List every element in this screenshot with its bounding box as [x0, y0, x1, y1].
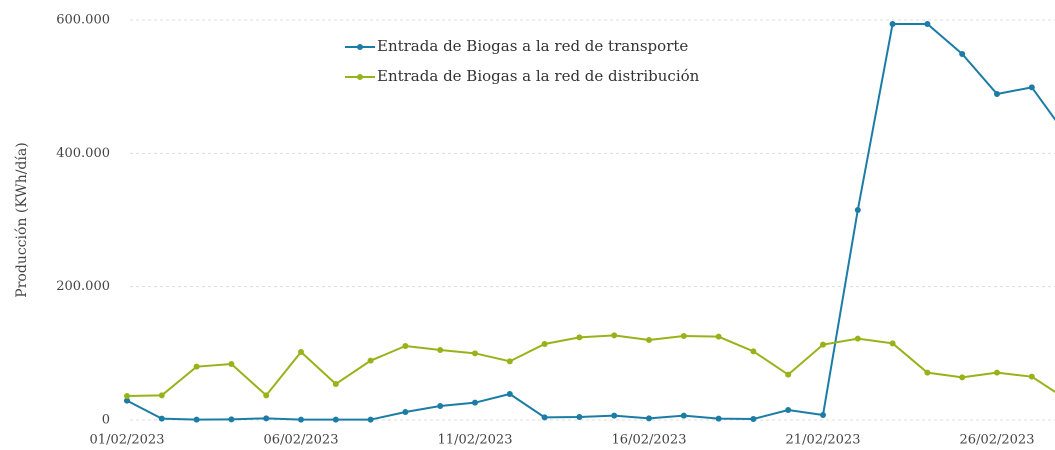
data-point	[994, 91, 1000, 97]
data-point	[506, 358, 513, 365]
data-point	[994, 369, 1000, 376]
data-point	[193, 416, 200, 423]
x-tick-label: 11/02/2023	[438, 433, 513, 448]
data-point	[402, 343, 409, 349]
y-tick-label: 400.000	[56, 146, 110, 161]
data-point	[124, 397, 130, 404]
legend-marker	[357, 74, 363, 80]
x-tick-label: 06/02/2023	[264, 433, 339, 448]
data-point	[646, 415, 652, 422]
legend-label: Entrada de Biogas a la red de distribuci…	[377, 67, 700, 85]
data-point	[193, 363, 200, 370]
data-point	[924, 21, 931, 27]
data-point	[646, 337, 652, 343]
data-point	[820, 341, 826, 348]
y-tick-label: 0	[102, 413, 110, 428]
data-point	[263, 392, 270, 399]
data-point	[1028, 84, 1035, 91]
data-point	[854, 335, 861, 342]
data-point	[924, 369, 931, 376]
data-point	[611, 332, 618, 339]
data-point	[541, 414, 548, 421]
x-tick-label: 26/02/2023	[960, 433, 1035, 448]
data-point	[124, 393, 130, 399]
data-point	[959, 374, 966, 381]
data-point	[437, 403, 444, 409]
data-point	[472, 399, 478, 406]
data-point	[228, 361, 235, 367]
data-point	[750, 416, 757, 422]
y-tick-label: 600.000	[56, 13, 110, 28]
data-point	[576, 334, 583, 341]
data-point	[680, 412, 687, 419]
data-point	[158, 392, 165, 399]
y-axis-label: Producción (KWh/día)	[14, 142, 30, 297]
data-point	[750, 348, 757, 355]
legend-marker	[357, 44, 363, 50]
data-point	[437, 347, 444, 353]
data-point	[854, 207, 861, 213]
data-point	[298, 416, 304, 423]
data-point	[367, 416, 374, 423]
data-point	[820, 412, 826, 418]
x-tick-label: 16/02/2023	[612, 433, 687, 448]
legend-label: Entrada de Biogas a la red de transporte	[377, 37, 688, 55]
data-point	[332, 416, 339, 423]
data-point	[611, 412, 618, 419]
y-tick-label: 200.000	[56, 279, 110, 294]
data-point	[715, 333, 722, 340]
data-point	[158, 415, 165, 422]
data-point	[1028, 373, 1035, 380]
series-line	[126, 334, 1055, 397]
data-point	[228, 416, 235, 423]
data-point	[402, 409, 409, 415]
data-point	[298, 349, 304, 355]
data-point	[576, 414, 583, 420]
x-tick-label: 01/02/2023	[90, 433, 165, 448]
data-point	[541, 341, 548, 347]
data-point	[889, 21, 896, 27]
data-point	[680, 333, 687, 339]
data-point	[889, 340, 896, 347]
data-point	[332, 381, 339, 387]
data-point	[506, 391, 513, 397]
data-point	[472, 350, 478, 357]
data-point	[959, 51, 966, 57]
data-point	[263, 415, 270, 422]
data-point	[367, 357, 374, 364]
data-point	[785, 371, 792, 378]
data-point	[715, 415, 722, 422]
data-point	[785, 407, 792, 413]
x-tick-label: 21/02/2023	[786, 433, 861, 448]
series-line	[126, 23, 1055, 421]
